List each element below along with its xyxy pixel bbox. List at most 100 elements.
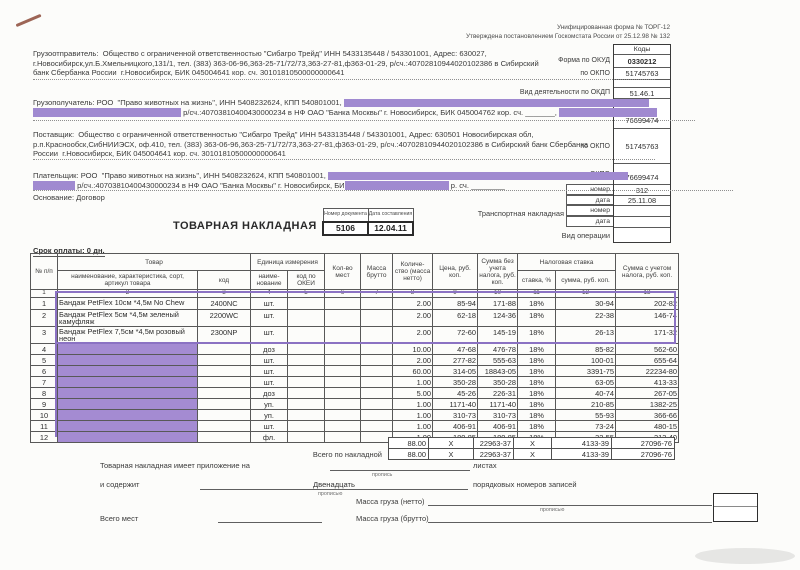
goods-cell: 18% xyxy=(517,397,557,410)
goods-cell xyxy=(360,419,394,432)
waybill-date-label: дата xyxy=(566,195,613,205)
totals-row: 88.00 X 22963-37 X 4133-39 27096-76 xyxy=(388,448,675,460)
supplier-line1: Поставщик: Общество с ограниченной ответ… xyxy=(33,130,534,140)
goods-cell: 100-01 xyxy=(555,353,617,366)
totals-cell: 27096-76 xyxy=(611,437,675,449)
goods-cell xyxy=(324,342,362,355)
redaction-block xyxy=(327,171,628,181)
goods-cell xyxy=(360,364,394,377)
goods-cell: 1171-40 xyxy=(432,397,479,410)
goods-cell xyxy=(287,419,326,432)
contains-blank xyxy=(200,489,468,490)
goods-cell: 350-28 xyxy=(477,375,519,388)
goods-row: 8 доз 5.00 45-26 226-31 18% 40-74 267-05 xyxy=(30,386,680,399)
supplier-text2: р.п.Краснообск,СибНИИЭСХ, оф.410, тел. (… xyxy=(33,139,589,149)
goods-cell xyxy=(57,364,198,377)
goods-cell xyxy=(57,353,198,366)
goods-cell: уп. xyxy=(250,408,289,421)
goods-cell: 10 xyxy=(30,408,58,421)
goods-cell: Бандаж PetFlex 5см *4,5м зеленый камуфля… xyxy=(57,309,198,327)
okdp-value: 51.46.1 xyxy=(614,88,670,99)
gross-weight-label: Масса груза (брутто) xyxy=(356,514,429,523)
goods-cell: 47-68 xyxy=(432,342,479,355)
appendix-label: Товарная накладная имеет приложение на xyxy=(100,461,250,470)
consignee-text2: р/сч.:40703810400430000234 в НФ ОАО "Бан… xyxy=(183,107,557,117)
consignor-line3: банк Сбербанка России г.Новосибирск, БИК… xyxy=(33,68,344,78)
scan-smudge xyxy=(695,548,795,564)
goods-cell: 18% xyxy=(517,386,557,399)
codes-header: Коды xyxy=(614,45,670,55)
goods-cell xyxy=(287,353,326,366)
header-total: Сумма с учетом налога, руб. коп. xyxy=(615,253,680,290)
consignee-line2: р/сч.:40703810400430000234 в НФ ОАО "Бан… xyxy=(33,107,658,118)
weight-code-box xyxy=(713,493,758,522)
goods-cell xyxy=(287,386,326,399)
goods-cell xyxy=(324,386,362,399)
goods-cell xyxy=(324,325,362,344)
goods-cell: 1.00 xyxy=(392,397,434,410)
goods-cell xyxy=(287,408,326,421)
goods-cell: шт. xyxy=(250,325,289,344)
consignee-line1: Грузополучатель: РОО "Право животных на … xyxy=(33,98,649,108)
goods-cell xyxy=(324,397,362,410)
operation-value xyxy=(614,228,670,242)
separator-dotted xyxy=(33,159,655,160)
redaction-block xyxy=(559,108,658,117)
total-places-label: Всего мест xyxy=(100,514,139,523)
grand-total-label: Всего по накладной xyxy=(312,450,382,459)
separator-dotted xyxy=(33,79,655,80)
goods-cell: 480-15 xyxy=(615,419,680,432)
goods-cell: 18% xyxy=(517,309,557,327)
goods-cell: 476-78 xyxy=(477,342,519,355)
basis-line: Основание: Договор xyxy=(33,193,105,203)
col-number: 1 xyxy=(30,289,58,298)
goods-cell: шт. xyxy=(250,353,289,366)
goods-row: 7 шт. 1.00 350-28 350-28 18% 63-05 413-33 xyxy=(30,375,680,388)
okpo-supplier-value: 51745763 xyxy=(614,129,670,164)
net-weight-label: Масса груза (нетто) xyxy=(356,497,425,506)
totals-cell: X xyxy=(513,448,552,460)
goods-cell: 2.00 xyxy=(392,325,434,344)
goods-cell: 30-94 xyxy=(555,297,617,310)
redaction-block xyxy=(343,98,649,108)
goods-table: № п/п Товар Единица измерения Кол-во мес… xyxy=(30,253,680,443)
totals-cell: 4133-39 xyxy=(551,437,612,449)
header-code: код xyxy=(196,270,252,290)
payer-text2b: р. сч. ________ xyxy=(450,180,505,190)
totals-cell: 4133-39 xyxy=(551,448,612,460)
consignee-text1: Грузополучатель: РОО "Право животных на … xyxy=(33,98,342,108)
goods-cell xyxy=(360,397,394,410)
supplier-line3: России г.Новосибирск, БИК 045004641 кор.… xyxy=(33,149,286,159)
header-tax-sum: сумма, руб. коп. xyxy=(555,270,617,290)
goods-cell xyxy=(324,353,362,366)
okud-label: Форма по ОКУД xyxy=(558,57,610,64)
goods-cell xyxy=(324,430,362,443)
goods-cell: Бандаж PetFlex 10см *4,5м No Chew xyxy=(57,297,198,310)
goods-cell: 171-88 xyxy=(477,297,519,310)
operation-type-label: Вид операции xyxy=(561,231,610,240)
document-title: ТОВАРНАЯ НАКЛАДНАЯ xyxy=(173,220,317,232)
payer-line1: Плательщик: РОО "Право животных на жизнь… xyxy=(33,171,628,181)
goods-row: 5 шт. 2.00 277-82 555-63 18% 100-01 655-64 xyxy=(30,353,680,366)
codes-empty-row xyxy=(614,80,670,88)
goods-cell xyxy=(57,375,198,388)
header-amount: Сумма без учета налога, руб. коп. xyxy=(477,253,519,290)
col-number: 2 xyxy=(57,289,198,298)
goods-cell xyxy=(360,408,394,421)
goods-cell: 2300NP xyxy=(196,325,252,344)
payer-line2: р/сч.:40703810400430000234 в НФ ОАО "Бан… xyxy=(33,181,505,191)
waybill-number-value: 312 xyxy=(614,185,670,196)
goods-cell: 2.00 xyxy=(392,309,434,327)
goods-cell: 72-60 xyxy=(432,325,479,344)
goods-cell: 1 xyxy=(30,297,58,310)
goods-cell xyxy=(360,375,394,388)
goods-cell xyxy=(196,408,252,421)
col-number: 8 xyxy=(392,289,434,298)
contains-label: и содержит xyxy=(100,480,140,489)
goods-cell: 314-05 xyxy=(432,364,479,377)
goods-cell xyxy=(287,364,326,377)
goods-cell: 2400NC xyxy=(196,297,252,310)
goods-cell: 171-32 xyxy=(615,325,680,344)
goods-cell xyxy=(196,375,252,388)
col-number: 4 xyxy=(250,289,289,298)
